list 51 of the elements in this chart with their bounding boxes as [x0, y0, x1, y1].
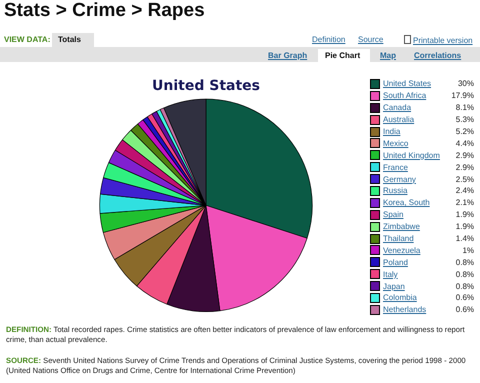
- legend-label: United Kingdom: [383, 150, 441, 160]
- data-label: 17.9%: [451, 91, 474, 100]
- legend-label: France: [383, 162, 409, 172]
- text: VIEW DATA:: [4, 35, 50, 44]
- text: Totals: [58, 35, 81, 44]
- legend-label: Germany: [383, 174, 417, 184]
- data-label: 5.2%: [456, 127, 474, 136]
- data-label: 2.9%: [456, 150, 474, 160]
- data-label: 2.5%: [456, 174, 474, 184]
- text: Bar Graph: [268, 51, 308, 60]
- data-label: 1.4%: [456, 234, 474, 244]
- chart-subtitle: United States: [152, 78, 260, 94]
- legend-label: Japan: [383, 282, 406, 291]
- data-label: 1.9%: [456, 222, 474, 232]
- data-label: 2.9%: [456, 162, 474, 172]
- text: Source: [358, 35, 384, 44]
- data-label: 1.9%: [456, 210, 474, 220]
- legend-label: Poland: [383, 258, 409, 267]
- legend-label: Zimbabwe: [383, 222, 421, 232]
- text: Map: [380, 51, 396, 60]
- legend-label: Mexico: [383, 138, 410, 148]
- legend-label: South Africa: [383, 91, 428, 100]
- data-label: 2.4%: [456, 186, 474, 196]
- legend-label: Canada: [383, 103, 412, 112]
- data-label: 2.1%: [456, 198, 474, 208]
- data-label: 4.4%: [456, 138, 474, 148]
- legend-label: United States: [383, 79, 432, 88]
- data-label: 0.6%: [456, 305, 474, 314]
- legend-label: Thailand: [383, 234, 415, 244]
- legend-label: Australia: [383, 115, 416, 124]
- legend-label: Italy: [383, 270, 399, 279]
- data-label: 0.8%: [456, 258, 474, 267]
- text: Definition: [312, 35, 346, 44]
- data-label: 1%: [462, 246, 474, 255]
- legend-label: Russia: [383, 186, 408, 196]
- text: Printable version: [412, 35, 473, 45]
- legend-label: Korea, South: [383, 198, 431, 208]
- data-label: 0.8%: [456, 282, 474, 291]
- data-label: 0.8%: [456, 270, 474, 279]
- data-label: 8.1%: [456, 103, 474, 112]
- data-label: 5.3%: [456, 115, 474, 124]
- legend-label: Venezuela: [383, 246, 422, 255]
- data-label: 0.6%: [456, 293, 474, 302]
- legend-label: Colombia: [383, 293, 418, 302]
- legend-label: Spain: [383, 210, 404, 220]
- chart-title: Stats > Crime > Rapes: [4, 0, 205, 22]
- legend-label: India: [383, 127, 402, 136]
- text: Pie Chart: [325, 51, 360, 60]
- data-label: 30%: [458, 79, 474, 88]
- text: Correlations: [414, 51, 462, 60]
- legend-label: Netherlands: [383, 305, 428, 314]
